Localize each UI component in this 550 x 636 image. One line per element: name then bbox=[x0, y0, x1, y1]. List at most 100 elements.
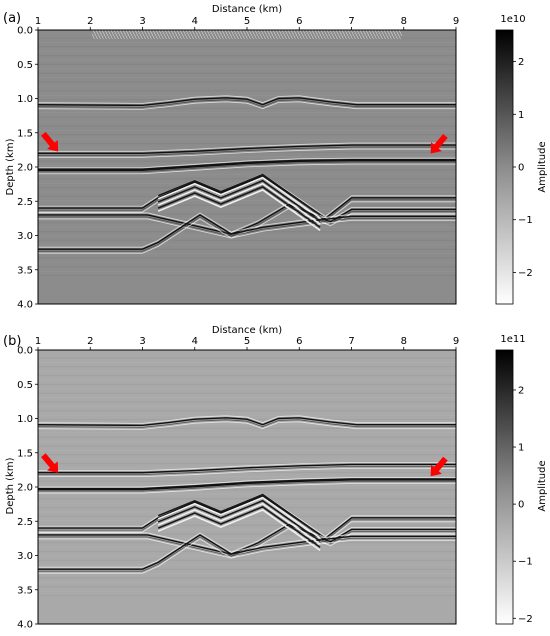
colorbar-multiplier: 1e11 bbox=[500, 334, 525, 345]
reflector-ringing bbox=[37, 95, 456, 104]
reflector-ringing bbox=[37, 421, 456, 430]
y-tick-label: 1.0 bbox=[17, 414, 33, 425]
x-tick-label: 3 bbox=[139, 336, 145, 347]
y-tick-label: 0.0 bbox=[17, 346, 33, 357]
panel-label: (a) bbox=[3, 11, 21, 26]
x-tick-label: 6 bbox=[296, 16, 302, 27]
arrow-shape bbox=[41, 131, 59, 152]
colorbar-label: Amplitude bbox=[537, 141, 548, 192]
surface-noise bbox=[92, 30, 402, 39]
colorbar-tick-label: 0 bbox=[518, 163, 524, 174]
reflector bbox=[38, 175, 456, 220]
y-tick-label: 1.5 bbox=[17, 448, 33, 459]
reflector bbox=[38, 478, 456, 491]
reflector-ringing bbox=[38, 212, 456, 248]
reflector-ringing bbox=[38, 477, 456, 488]
colorbar-gradient bbox=[495, 349, 514, 625]
colorbar-gradient bbox=[495, 29, 514, 305]
reflector-ringing bbox=[38, 157, 456, 169]
panel-a: (a) Distance (km) Depth (km) 1 2 3 4 5 6 7 8 9 0… bbox=[3, 4, 548, 311]
reflector-ringing bbox=[38, 532, 456, 568]
fault-block-stripe bbox=[157, 182, 321, 225]
y-tick-label: 2.0 bbox=[17, 483, 33, 494]
reflector-ringing bbox=[38, 216, 456, 252]
x-ticks: 1 2 3 4 5 6 7 8 9 bbox=[35, 16, 459, 30]
red-arrow bbox=[430, 456, 448, 477]
y-tick-label: 3.0 bbox=[17, 551, 33, 562]
arrow-shape bbox=[430, 456, 448, 477]
x-ticks: 1 2 3 4 5 6 7 8 9 bbox=[35, 336, 459, 350]
colorbar-multiplier: 1e10 bbox=[500, 14, 525, 25]
x-tick-label: 9 bbox=[453, 16, 459, 27]
x-axis-label: Distance (km) bbox=[212, 325, 282, 336]
reflector bbox=[38, 158, 456, 171]
reflector-ringing bbox=[37, 415, 456, 424]
reflector-ringing bbox=[38, 142, 456, 152]
red-arrow bbox=[430, 133, 448, 154]
reflector-ringing bbox=[38, 538, 456, 574]
y-tick-label: 2.5 bbox=[17, 197, 33, 208]
x-tick-label: 1 bbox=[35, 16, 41, 27]
red-arrow bbox=[41, 453, 59, 473]
y-tick-label: 2.0 bbox=[17, 163, 33, 174]
fault-block-stripe bbox=[157, 493, 321, 536]
x-tick-label: 2 bbox=[87, 336, 93, 347]
x-tick-label: 8 bbox=[401, 336, 407, 347]
fault-block-stripe bbox=[157, 505, 321, 548]
x-tick-label: 7 bbox=[348, 16, 354, 27]
y-tick-label: 0.5 bbox=[17, 60, 33, 71]
reflector bbox=[38, 214, 456, 250]
reflector-ringing bbox=[38, 526, 456, 557]
reflector-ringing bbox=[38, 202, 456, 233]
reflector-ringing bbox=[38, 522, 456, 553]
colorbar-tick-label: −1 bbox=[518, 557, 533, 568]
arrows bbox=[41, 131, 448, 154]
fault-block-stripe bbox=[157, 502, 321, 545]
y-axis-label: Depth (km) bbox=[5, 457, 16, 514]
x-tick-label: 1 bbox=[35, 336, 41, 347]
arrow-shape bbox=[430, 133, 448, 154]
arrow-shape bbox=[41, 453, 59, 473]
y-axis-label: Depth (km) bbox=[5, 138, 16, 195]
x-tick-label: 5 bbox=[244, 16, 250, 27]
panel-b: (b) Distance (km) Depth (km) 1 2 3 4 5 6 7 8 9 0… bbox=[3, 325, 548, 631]
reflector-ringing bbox=[38, 461, 456, 472]
x-tick-label: 9 bbox=[453, 336, 459, 347]
reflector-ringing bbox=[38, 163, 456, 175]
colorbar-tick-label: 1 bbox=[518, 443, 524, 454]
reflector-ringing bbox=[38, 483, 456, 494]
x-tick-label: 5 bbox=[244, 336, 250, 347]
reflector bbox=[37, 417, 456, 427]
x-tick-label: 2 bbox=[87, 16, 93, 27]
colorbar-tick-label: 2 bbox=[518, 385, 524, 396]
fault-block-stripe bbox=[157, 496, 321, 539]
y-tick-label: 4.0 bbox=[17, 620, 33, 631]
fault-block-stripe bbox=[157, 179, 321, 222]
x-tick-label: 6 bbox=[296, 336, 302, 347]
colorbar-tick-label: −2 bbox=[518, 614, 533, 625]
seismic-texture bbox=[38, 37, 456, 277]
fault-block-stripe bbox=[157, 185, 321, 228]
fault-block-stripe bbox=[157, 176, 321, 219]
colorbar-ticks: 2 1 0 −1 −2 bbox=[513, 57, 533, 279]
x-tick-label: 7 bbox=[348, 336, 354, 347]
colorbar-label: Amplitude bbox=[537, 460, 548, 511]
reflector-ringing bbox=[38, 161, 456, 173]
fault-block-stripe bbox=[157, 173, 321, 216]
y-tick-label: 2.5 bbox=[17, 517, 33, 528]
reflector bbox=[38, 144, 456, 155]
colorbar-tick-label: 2 bbox=[518, 57, 524, 68]
colorbar: 1e10 2 1 0 −1 −2 Amplitude bbox=[495, 14, 548, 305]
reflector bbox=[38, 534, 456, 570]
y-ticks: 0.0 0.5 1.0 1.5 2.0 2.5 3.0 3.5 4.0 bbox=[17, 346, 38, 631]
seismic-texture bbox=[38, 357, 456, 597]
reflector-ringing bbox=[38, 148, 456, 158]
fault-block-stripe bbox=[157, 499, 321, 542]
colorbar-tick-label: 0 bbox=[518, 500, 524, 511]
reflector-ringing bbox=[38, 218, 456, 254]
reflector-ringing bbox=[37, 419, 456, 428]
x-tick-label: 4 bbox=[192, 16, 198, 27]
reflector bbox=[38, 495, 456, 540]
arrows bbox=[41, 453, 448, 477]
